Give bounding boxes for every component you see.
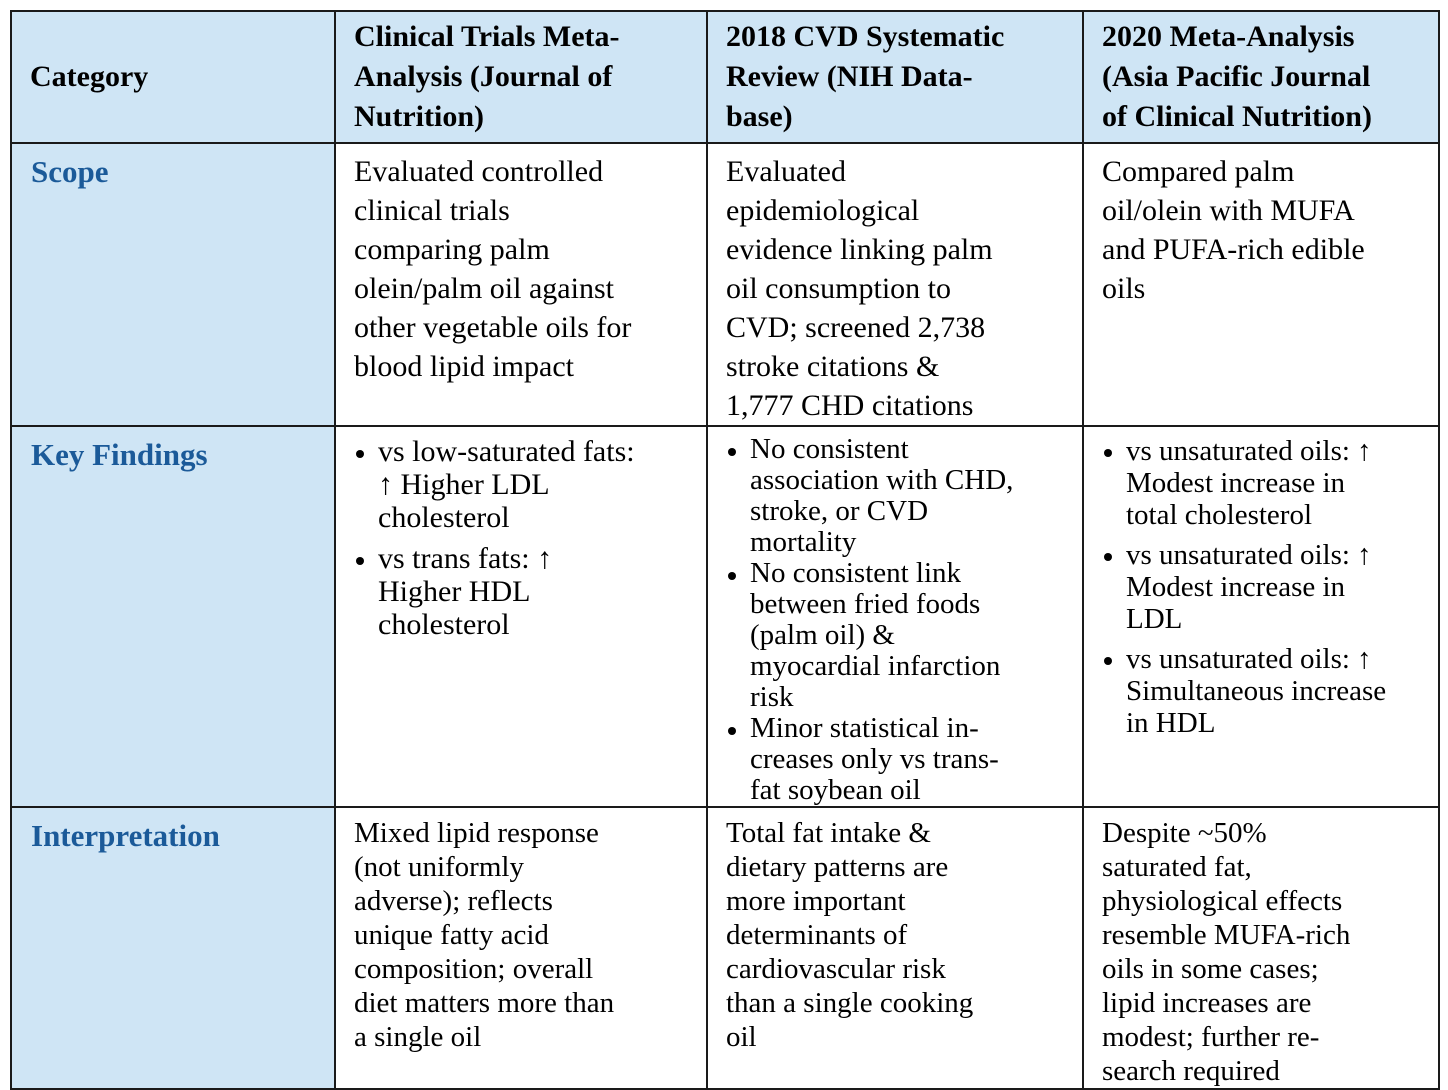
header-category: Category <box>10 10 336 144</box>
list-item: vs trans fats: ↑ Higher HDL cholesterol <box>354 542 696 641</box>
interpretation-cvd-review: Total fat intake & dietary patterns are … <box>706 806 1084 1090</box>
list-item: No consistent link between fried foods (… <box>726 558 1072 713</box>
list-item: vs unsaturated oils: ↑ Modest increase i… <box>1102 435 1428 531</box>
scope-2020-meta: Compared palm oil/olein with MUFA and PU… <box>1082 142 1440 427</box>
list-item: vs low-saturated fats: ↑ Higher LDL chol… <box>354 435 696 534</box>
scope-cvd-review: Evaluated epidemiological evidence linki… <box>706 142 1084 427</box>
scope-clinical-trials: Evaluated controlled clinical trials com… <box>334 142 708 427</box>
findings-list: vs unsaturated oils: ↑ Modest increase i… <box>1102 435 1428 739</box>
findings-2020-meta: vs unsaturated oils: ↑ Modest increase i… <box>1082 425 1440 808</box>
interpretation-label: Interpretation <box>10 806 336 1090</box>
findings-list: No consistent association with CHD, stro… <box>726 434 1072 806</box>
interpretation-2020-meta: Despite ~50% saturated fat, physiologica… <box>1082 806 1440 1090</box>
findings-list: vs low-saturated fats: ↑ Higher LDL chol… <box>354 435 696 641</box>
header-clinical-trials: Clinical Trials Meta- Analysis (Journal … <box>334 10 708 144</box>
comparison-table: Category Clinical Trials Meta- Analysis … <box>10 10 1440 1090</box>
scope-label: Scope <box>10 142 336 427</box>
list-item: No consistent association with CHD, stro… <box>726 434 1072 558</box>
key-findings-label: Key Findings <box>10 425 336 808</box>
list-item: Minor statistical in- creases only vs tr… <box>726 713 1072 806</box>
interpretation-row: Interpretation Mixed lipid response (not… <box>10 806 1440 1090</box>
findings-clinical-trials: vs low-saturated fats: ↑ Higher LDL chol… <box>334 425 708 808</box>
header-row: Category Clinical Trials Meta- Analysis … <box>10 10 1440 144</box>
list-item: vs unsaturated oils: ↑ Modest increase i… <box>1102 539 1428 635</box>
list-item: vs unsaturated oils: ↑ Simultaneous incr… <box>1102 643 1428 739</box>
interpretation-clinical-trials: Mixed lipid response (not uniformly adve… <box>334 806 708 1090</box>
findings-cvd-review: No consistent association with CHD, stro… <box>706 425 1084 808</box>
header-cvd-review: 2018 CVD Systematic Review (NIH Data- ba… <box>706 10 1084 144</box>
scope-row: Scope Evaluated controlled clinical tria… <box>10 142 1440 427</box>
key-findings-row: Key Findings vs low-saturated fats: ↑ Hi… <box>10 425 1440 808</box>
header-2020-meta: 2020 Meta-Analysis (Asia Pacific Journal… <box>1082 10 1440 144</box>
